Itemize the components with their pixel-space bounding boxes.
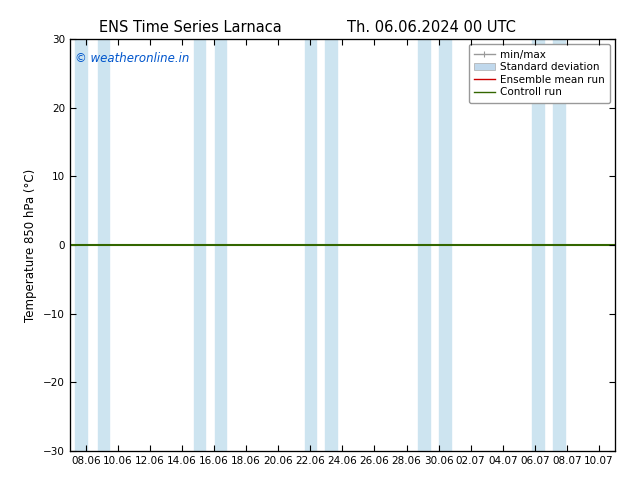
Bar <box>532 39 544 451</box>
Bar <box>194 39 205 451</box>
Bar <box>98 39 109 451</box>
Bar <box>553 39 565 451</box>
Bar <box>215 39 226 451</box>
Bar <box>304 39 316 451</box>
Bar <box>418 39 430 451</box>
Text: ENS Time Series Larnaca: ENS Time Series Larnaca <box>99 20 281 35</box>
Y-axis label: Temperature 850 hPa (°C): Temperature 850 hPa (°C) <box>25 169 37 321</box>
Bar <box>439 39 451 451</box>
Legend: min/max, Standard deviation, Ensemble mean run, Controll run: min/max, Standard deviation, Ensemble me… <box>469 45 610 102</box>
Bar <box>325 39 337 451</box>
Text: © weatheronline.in: © weatheronline.in <box>75 51 190 65</box>
Text: Th. 06.06.2024 00 UTC: Th. 06.06.2024 00 UTC <box>347 20 515 35</box>
Bar <box>75 39 87 451</box>
